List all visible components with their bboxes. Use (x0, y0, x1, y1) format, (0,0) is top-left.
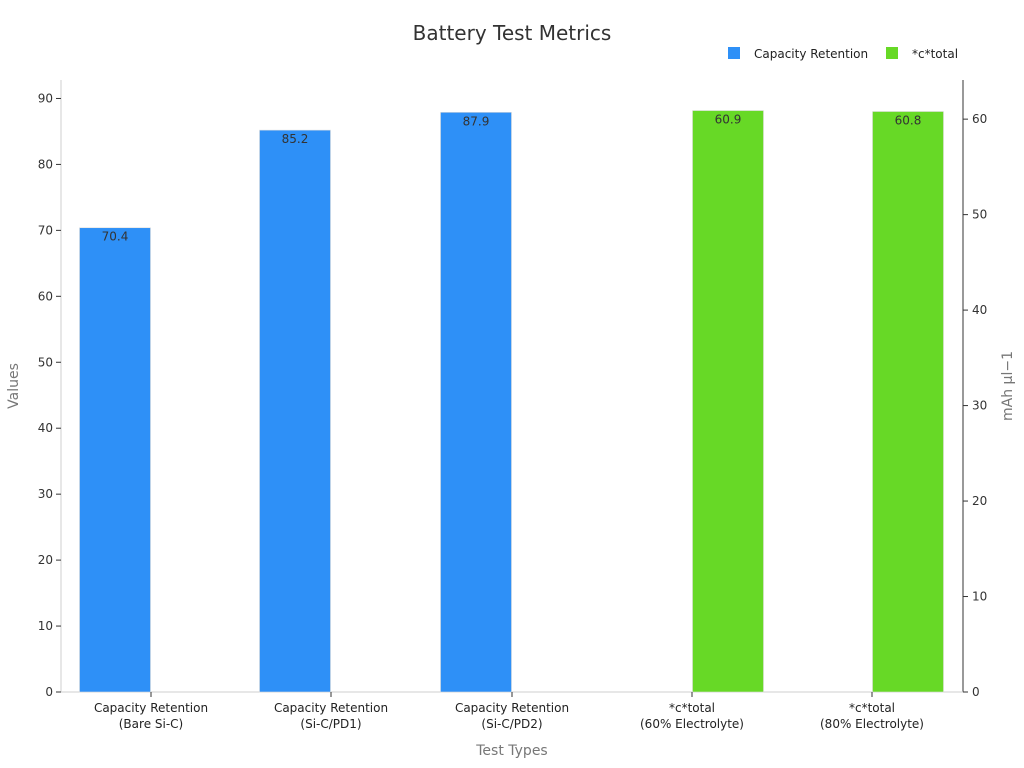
bar-value-label: 60.8 (895, 114, 922, 128)
right-y-tick-label: 10 (972, 590, 987, 604)
left-y-tick-label: 10 (38, 619, 53, 633)
right-y-axis-title: mAh μl−1 (1000, 351, 1016, 421)
left-y-tick-label: 70 (38, 223, 53, 237)
left-y-axis-title: Values (6, 363, 22, 409)
x-tick-label: *c*total (80% Electrolyte) (820, 701, 924, 731)
bar (440, 112, 512, 693)
left-y-tick-label: 80 (38, 157, 53, 171)
bar-labels: 70.4 85.2 87.9 60.9 60.8 (102, 113, 922, 244)
legend-swatch (886, 47, 898, 59)
x-tick-label: Capacity Retention (Bare Si-C) (94, 701, 208, 731)
left-y-tick-label: 20 (38, 553, 53, 567)
left-y-axis-ticks: 0 10 20 30 40 50 60 70 80 90 (38, 91, 61, 699)
chart-title: Battery Test Metrics (413, 21, 612, 45)
right-y-tick-label: 40 (972, 303, 987, 317)
bar (79, 227, 151, 693)
legend: Capacity Retention *c*total (728, 47, 958, 61)
x-axis-ticks: Capacity Retention (Bare Si-C) Capacity Re… (94, 692, 924, 731)
x-tick-label: Capacity Retention (Si-C/PD2) (455, 701, 569, 731)
x-axis-title: Test Types (475, 743, 547, 759)
right-y-tick-label: 20 (972, 494, 987, 508)
left-y-tick-label: 50 (38, 355, 53, 369)
right-y-axis-ticks: 0 10 20 30 40 50 60 (963, 112, 987, 699)
bar (872, 111, 944, 693)
left-y-tick-label: 40 (38, 421, 53, 435)
bar-value-label: 85.2 (282, 132, 309, 146)
bar-value-label: 87.9 (463, 114, 490, 128)
left-y-tick-label: 60 (38, 289, 53, 303)
bar (259, 129, 331, 693)
bars (79, 110, 944, 693)
bar (692, 110, 764, 693)
right-y-tick-label: 50 (972, 208, 987, 222)
legend-label: *c*total (912, 47, 958, 61)
left-y-tick-label: 0 (45, 685, 53, 699)
x-tick-label: *c*total (60% Electrolyte) (640, 701, 744, 731)
right-y-tick-label: 0 (972, 685, 980, 699)
left-y-tick-label: 30 (38, 487, 53, 501)
legend-swatch (728, 47, 740, 59)
right-y-tick-label: 30 (972, 399, 987, 413)
left-y-tick-label: 90 (38, 91, 53, 105)
bar-value-label: 60.9 (715, 113, 742, 127)
legend-label: Capacity Retention (754, 47, 868, 61)
bar-value-label: 70.4 (102, 230, 129, 244)
x-tick-label: Capacity Retention (Si-C/PD1) (274, 701, 388, 731)
right-y-tick-label: 60 (972, 112, 987, 126)
